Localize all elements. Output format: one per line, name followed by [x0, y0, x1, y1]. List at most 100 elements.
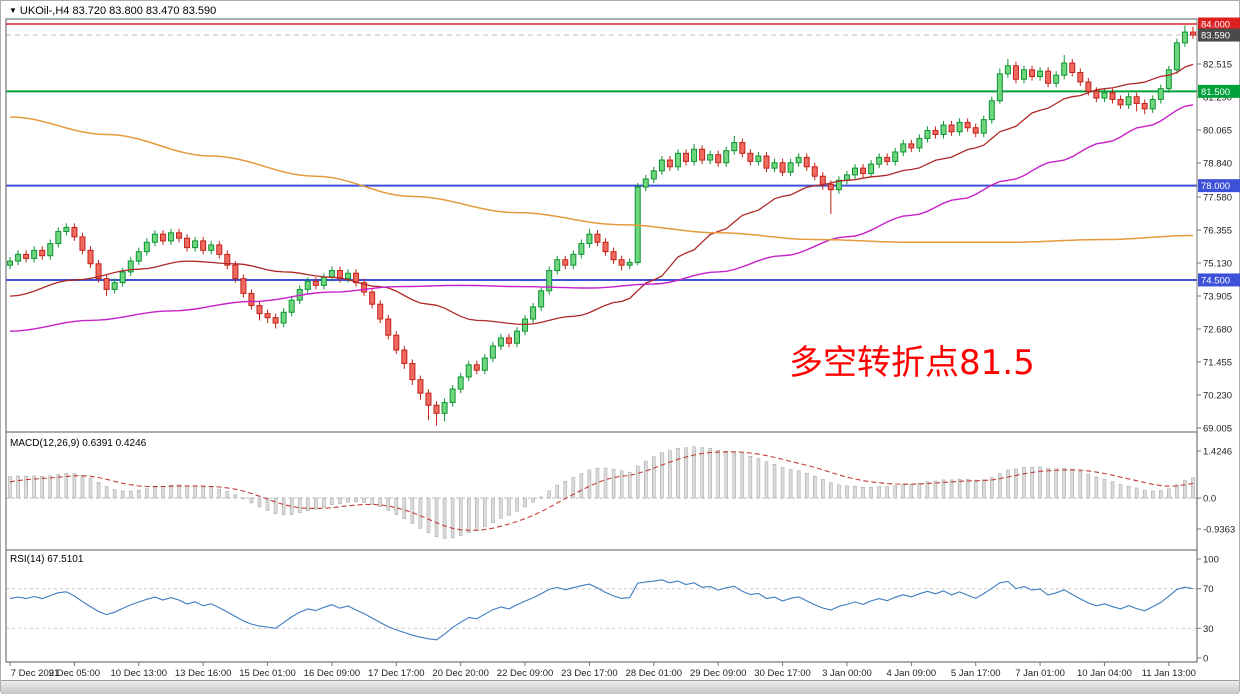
candle: [578, 239, 585, 259]
candle: [377, 300, 384, 324]
macd-histogram-bar: [225, 491, 230, 499]
price-level-badge: [1198, 84, 1240, 98]
time-axis-label: 16 Dec 09:00: [304, 668, 361, 679]
candle: [135, 247, 142, 266]
macd-histogram-bar: [981, 479, 986, 499]
macd-histogram-bar: [973, 479, 978, 499]
candle: [602, 238, 609, 256]
macd-panel: 1.4246 0.0 -0.9363: [5, 431, 1235, 551]
candle: [916, 134, 923, 152]
macd-histogram-bar: [772, 464, 777, 499]
macd-histogram-bar: [796, 470, 801, 499]
macd-signal-line: [9, 451, 1194, 531]
macd-histogram-bar: [265, 497, 270, 511]
macd-histogram-bar: [684, 447, 688, 499]
candle: [948, 120, 955, 136]
time-axis-label: 5 Jan 17:00: [951, 668, 1001, 679]
candle: [224, 250, 231, 270]
candle: [1109, 88, 1116, 104]
macd-histogram-bar: [1159, 490, 1163, 499]
time-axis-label: 7 Jan 01:00: [1015, 668, 1065, 679]
macd-histogram-bar: [1183, 480, 1187, 499]
macd-histogram-bar: [185, 485, 189, 499]
macd-histogram-bar: [700, 447, 704, 499]
macd-histogram-bar: [1134, 487, 1139, 499]
candle: [441, 398, 448, 422]
macd-histogram-bar: [40, 476, 44, 499]
time-axis-label: 11 Jan 13:00: [1142, 668, 1196, 679]
candle: [417, 375, 424, 400]
macd-histogram-bar: [1191, 477, 1195, 499]
time-axis-label: 30 Dec 17:00: [754, 668, 811, 679]
candle: [465, 360, 472, 381]
macd-histogram-bar: [241, 497, 246, 499]
macd-histogram-bar: [1102, 479, 1107, 499]
level-lines-layer[interactable]: [6, 23, 1197, 281]
macd-histogram-bar: [1006, 469, 1010, 499]
candle: [39, 246, 46, 260]
macd-histogram-bar: [1030, 466, 1034, 499]
candle: [393, 331, 400, 355]
macd-histogram-bar: [281, 497, 286, 516]
ma-trend-orange[interactable]: [9, 116, 1194, 243]
candle: [530, 302, 537, 324]
candle: [425, 389, 432, 421]
candle: [63, 223, 70, 236]
price-level-badge: [1198, 179, 1240, 193]
macd-histogram-bar: [80, 475, 85, 499]
candle: [95, 259, 102, 283]
macd-histogram-bar: [1062, 468, 1066, 499]
candle: [1061, 54, 1068, 80]
candle: [843, 170, 850, 185]
macd-histogram-bar: [1022, 467, 1026, 499]
candle: [159, 230, 166, 245]
candle: [103, 274, 110, 297]
macd-histogram-bar: [901, 484, 906, 499]
macd-histogram-bar: [1054, 468, 1058, 499]
time-axis-label: 22 Dec 09:00: [497, 668, 554, 679]
candle: [256, 301, 263, 321]
candle: [216, 240, 223, 259]
macd-histogram-bar: [523, 497, 527, 508]
candle: [489, 341, 496, 363]
macd-histogram-bar: [145, 488, 149, 499]
macd-histogram-bar: [153, 486, 157, 499]
rsi-scale-label: 70: [1203, 584, 1214, 595]
macd-histogram-bar: [24, 475, 28, 499]
macd-histogram-bar: [909, 483, 914, 499]
macd-histogram-bar: [16, 475, 20, 499]
chart-annotation[interactable]: 多空转折点81.5: [789, 343, 1035, 383]
macd-histogram-bar: [169, 484, 173, 499]
rsi-scale-label: 100: [1203, 555, 1219, 566]
candle: [481, 354, 488, 375]
macd-histogram-bar: [273, 497, 278, 514]
macd-histogram-bar: [193, 485, 197, 499]
candle: [7, 257, 14, 270]
macd-histogram-bar: [531, 497, 535, 503]
candle: [143, 238, 150, 256]
candle: [658, 156, 665, 175]
price-tick-label: 71.455: [1203, 357, 1232, 368]
macd-histogram-bar: [1094, 476, 1099, 499]
macd-histogram-bar: [1110, 481, 1115, 499]
candle: [803, 153, 810, 171]
macd-histogram-bar: [1014, 468, 1018, 499]
candle: [980, 115, 987, 138]
candle: [457, 372, 464, 394]
ma-slow-magenta[interactable]: [9, 104, 1194, 332]
price-tick-label: 78.840: [1203, 159, 1232, 170]
candle: [264, 309, 271, 324]
candle: [522, 314, 529, 336]
ma-medium-red[interactable]: [9, 63, 1194, 326]
candle: [787, 158, 794, 177]
candle: [288, 296, 295, 317]
candle: [409, 359, 416, 386]
macd-histogram-bar: [635, 465, 640, 499]
candle: [940, 120, 947, 139]
candle: [23, 250, 30, 263]
macd-histogram-bar: [434, 497, 439, 538]
candle: [505, 333, 512, 348]
time-axis-label: 3 Jan 00:00: [822, 668, 872, 679]
